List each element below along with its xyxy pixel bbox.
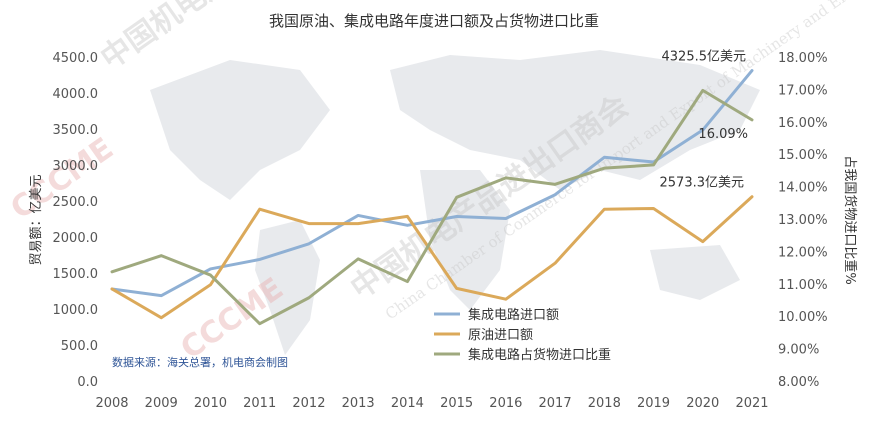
left-tick-label: 2500.0 bbox=[53, 195, 99, 210]
right-tick-label: 11.00% bbox=[778, 278, 828, 293]
right-tick-label: 16.00% bbox=[778, 116, 828, 131]
source-note: 数据来源：海关总署，机电商会制图 bbox=[112, 355, 288, 369]
left-tick-label: 500.0 bbox=[61, 339, 98, 354]
series-line-0 bbox=[110, 69, 754, 298]
watermark-logo-left: CCCME bbox=[5, 131, 120, 226]
x-tick-label: 2019 bbox=[637, 396, 670, 411]
x-tick-label: 2016 bbox=[489, 396, 522, 411]
data-annotation: 16.09% bbox=[698, 127, 748, 142]
annotation-layer: 4325.5亿美元 2573.3亿美元 16.09% bbox=[660, 50, 749, 191]
left-tick-label: 3500.0 bbox=[53, 123, 99, 138]
x-tick-label: 2013 bbox=[342, 396, 375, 411]
left-axis-ticks: 0.0 500.0 1000.0 1500.0 2000.0 2500.0 3000.0 35… bbox=[53, 51, 99, 390]
x-tick-label: 2015 bbox=[440, 396, 473, 411]
x-tick-label: 2008 bbox=[95, 396, 128, 411]
left-tick-label: 4000.0 bbox=[53, 87, 99, 102]
x-tick-label: 2014 bbox=[391, 396, 424, 411]
left-tick-label: 4500.0 bbox=[53, 51, 99, 66]
x-tick-label: 2017 bbox=[539, 396, 572, 411]
x-tick-label: 2009 bbox=[145, 396, 178, 411]
data-annotation: 4325.5亿美元 bbox=[662, 50, 747, 65]
legend-label: 集成电路占货物进口比重 bbox=[468, 347, 611, 363]
series-line-1 bbox=[110, 195, 754, 320]
right-tick-label: 9.00% bbox=[778, 343, 819, 358]
world-map-background bbox=[150, 50, 760, 355]
x-tick-label: 2012 bbox=[292, 396, 325, 411]
right-tick-label: 15.00% bbox=[778, 148, 828, 163]
data-annotation: 2573.3亿美元 bbox=[660, 176, 745, 191]
right-tick-label: 8.00% bbox=[778, 375, 819, 390]
left-tick-label: 3000.0 bbox=[53, 159, 99, 174]
x-tick-label: 2010 bbox=[194, 396, 227, 411]
x-tick-label: 2018 bbox=[588, 396, 621, 411]
left-axis-title: 贸易额：亿美元 bbox=[29, 174, 44, 265]
series-layer bbox=[110, 69, 754, 326]
right-tick-label: 10.00% bbox=[778, 310, 828, 325]
left-tick-label: 0.0 bbox=[77, 375, 98, 390]
right-axis-ticks: 8.00% 9.00% 10.00% 11.00% 12.00% 13.00% 14.00%… bbox=[778, 51, 828, 390]
right-tick-label: 13.00% bbox=[778, 213, 828, 228]
left-tick-label: 2000.0 bbox=[53, 231, 99, 246]
right-tick-label: 18.00% bbox=[778, 51, 828, 66]
legend-label: 原油进口额 bbox=[468, 328, 533, 343]
right-axis-title: 占我国货物进口比重% bbox=[842, 155, 858, 284]
x-axis-ticks: 2008 2009 2010 2011 2012 2013 2014 2015 2016 2017… bbox=[95, 396, 768, 411]
watermark-logo-mid: CCCME bbox=[175, 271, 290, 366]
right-tick-label: 12.00% bbox=[778, 245, 828, 260]
right-tick-label: 17.00% bbox=[778, 83, 828, 98]
legend-label: 集成电路进口额 bbox=[468, 307, 559, 323]
x-tick-label: 2011 bbox=[243, 396, 276, 411]
series-line-2 bbox=[110, 88, 754, 326]
left-tick-label: 1000.0 bbox=[53, 303, 99, 318]
left-tick-label: 1500.0 bbox=[53, 267, 99, 282]
chart-title: 我国原油、集成电路年度进口额及占货物进口比重 bbox=[269, 12, 599, 30]
x-tick-label: 2021 bbox=[735, 396, 768, 411]
x-tick-label: 2020 bbox=[686, 396, 719, 411]
right-tick-label: 14.00% bbox=[778, 181, 828, 196]
